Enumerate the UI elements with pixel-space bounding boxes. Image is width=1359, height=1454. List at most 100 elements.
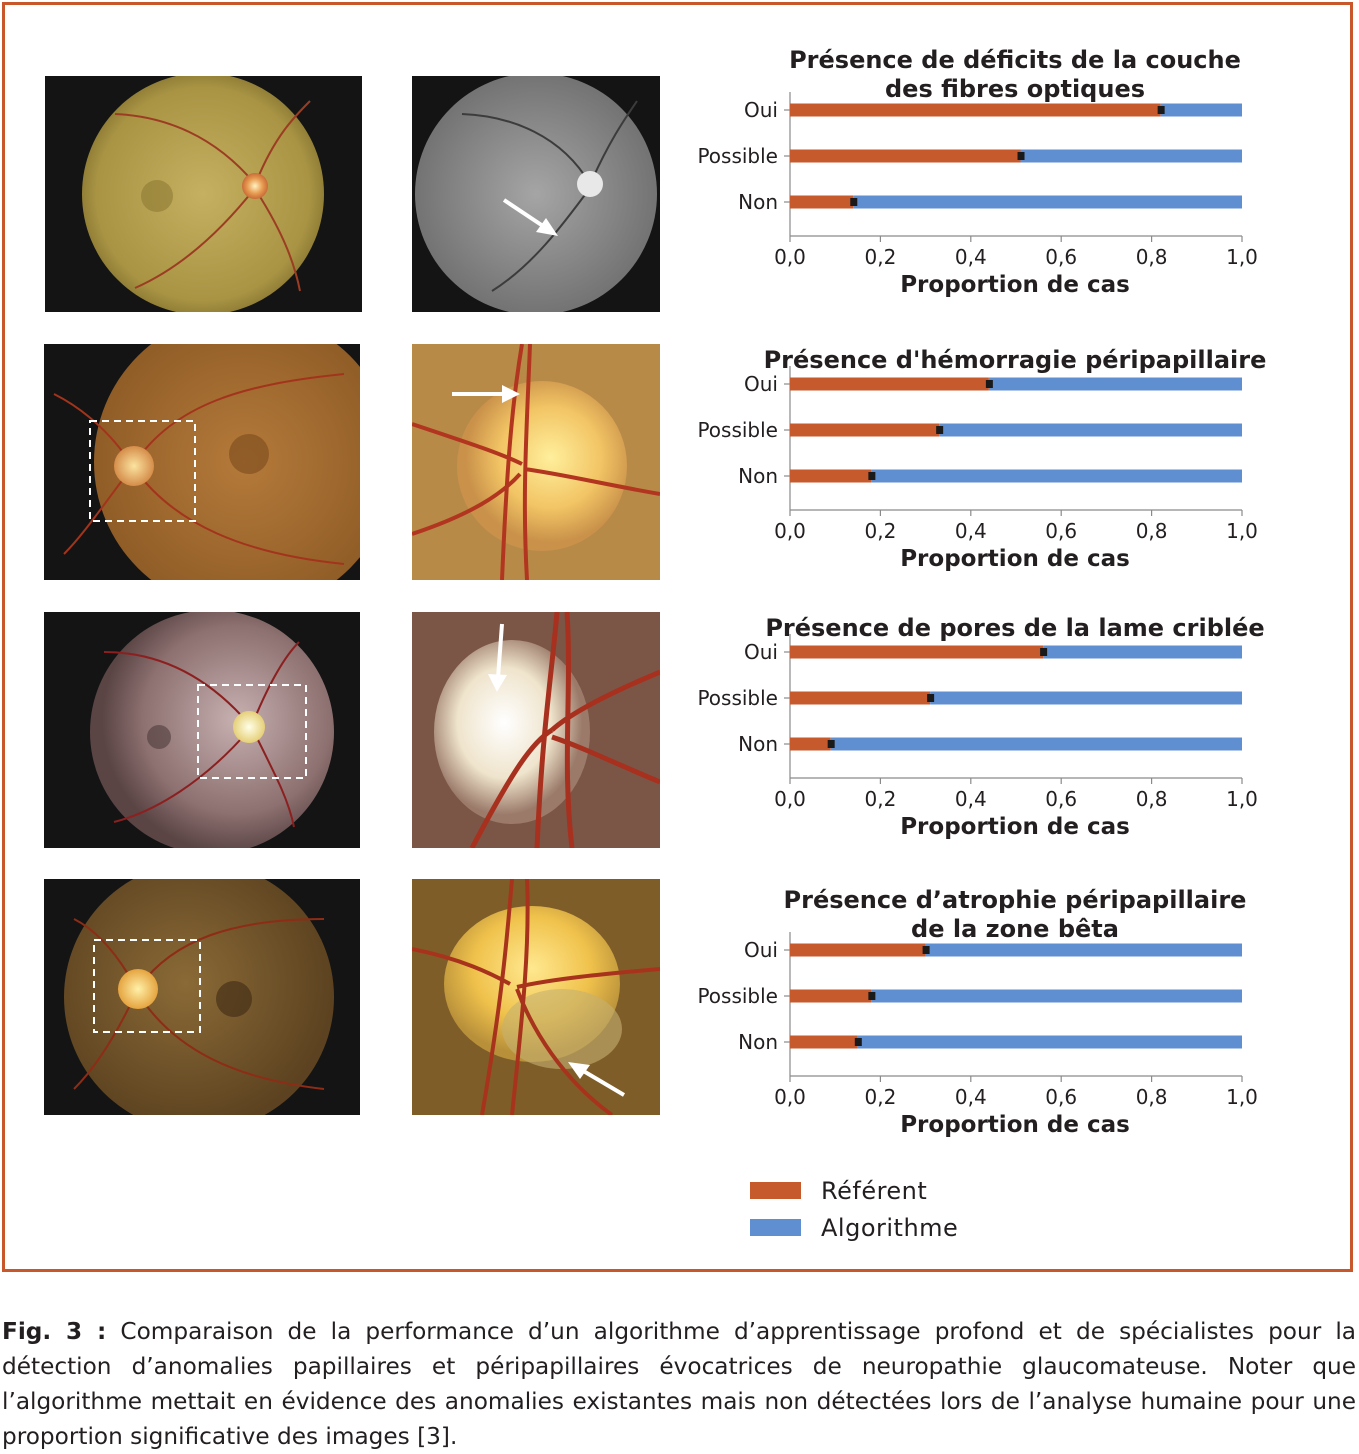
bar-algorithme xyxy=(1043,645,1242,659)
fundus-image xyxy=(90,612,334,848)
caption-text: Comparaison de la performance d’un algor… xyxy=(2,1318,1357,1450)
x-tick-label: 0,6 xyxy=(1045,519,1077,543)
error-bar xyxy=(850,198,858,206)
x-tick-label: 0,2 xyxy=(864,245,896,269)
legend-label-referent: Référent xyxy=(821,1176,928,1205)
bar-algorithme xyxy=(1160,103,1242,117)
y-tick-label: Non xyxy=(738,1030,778,1054)
bar-referent xyxy=(790,423,940,437)
x-tick-label: 0,6 xyxy=(1045,787,1077,811)
bar-referent xyxy=(790,943,926,957)
chart-3: Présence de pores de la lame criblée 0,0 0… xyxy=(660,608,1350,858)
fundus-photo-grayscale xyxy=(412,76,660,312)
bar-algorithme xyxy=(871,989,1242,1003)
bar-algorithme xyxy=(871,469,1242,483)
x-tick-label: 0,2 xyxy=(864,1085,896,1109)
arrow-icon xyxy=(502,198,558,236)
y-tick-label: Oui xyxy=(744,98,778,122)
x-tick-label: 0,2 xyxy=(864,519,896,543)
x-axis-label: Proportion de cas xyxy=(900,272,1130,298)
error-bar xyxy=(922,946,930,954)
chart-title: Présence d'hémorragie péripapillaire xyxy=(764,346,1267,374)
y-tick-label: Oui xyxy=(744,372,778,396)
x-tick-label: 1,0 xyxy=(1226,245,1258,269)
bar-referent xyxy=(790,691,931,705)
fundus-photo-dashed-box xyxy=(44,612,360,848)
chart-title: Présence d’atrophie péripapillaire xyxy=(784,886,1247,914)
y-tick-label: Oui xyxy=(744,640,778,664)
y-tick-label: Non xyxy=(738,464,778,488)
y-tick-label: Possible xyxy=(697,686,778,710)
error-bar xyxy=(936,426,944,434)
figure-frame xyxy=(2,2,1353,1272)
error-bar xyxy=(1157,106,1165,114)
x-axis-label: Proportion de cas xyxy=(900,814,1130,840)
y-tick-label: Possible xyxy=(697,418,778,442)
x-tick-label: 1,0 xyxy=(1226,787,1258,811)
bar-algorithme xyxy=(988,377,1242,391)
error-bar xyxy=(1017,152,1025,160)
optic-disc-image xyxy=(412,879,660,1115)
bar-algorithme xyxy=(857,1035,1242,1049)
x-tick-label: 0,2 xyxy=(864,787,896,811)
fundus-image xyxy=(82,76,324,312)
legend-label-algorithme: Algorithme xyxy=(821,1213,959,1242)
optic-disc-closeup xyxy=(412,879,660,1115)
error-bar xyxy=(927,694,935,702)
x-tick-label: 0,8 xyxy=(1136,1085,1168,1109)
bar-referent xyxy=(790,103,1161,117)
optic-disc-image xyxy=(412,344,660,580)
fundus-image xyxy=(44,344,360,580)
chart-1: Présence de déficits de la couche des fib… xyxy=(660,40,1350,320)
error-bar xyxy=(985,380,993,388)
figure-caption: Fig. 3 : Comparaison de la performance d… xyxy=(2,1314,1356,1454)
chart-4: Présence d’atrophie péripapillaire de la … xyxy=(660,880,1350,1160)
bar-algorithme xyxy=(930,691,1242,705)
fundus-image xyxy=(64,879,334,1115)
x-tick-label: 1,0 xyxy=(1226,1085,1258,1109)
fundus-photo-dashed-box xyxy=(44,344,360,580)
x-tick-label: 0,4 xyxy=(955,519,987,543)
bar-algorithme xyxy=(853,195,1242,209)
bar-algorithme xyxy=(1020,149,1242,163)
x-tick-label: 0,8 xyxy=(1136,245,1168,269)
arrow-icon xyxy=(488,623,507,692)
legend-item-algorithme: Algorithme xyxy=(750,1209,958,1246)
fundus-image xyxy=(415,76,657,312)
chart-title: de la zone bêta xyxy=(911,915,1119,943)
bar-referent xyxy=(790,469,872,483)
error-bar xyxy=(1040,648,1048,656)
chart-title: Présence de pores de la lame criblée xyxy=(765,614,1264,642)
bar-referent xyxy=(790,737,831,751)
bar-referent xyxy=(790,195,854,209)
legend-swatch-referent xyxy=(750,1182,801,1199)
x-tick-label: 0,8 xyxy=(1136,787,1168,811)
legend-swatch-algorithme xyxy=(750,1219,801,1236)
optic-disc-closeup xyxy=(412,344,660,580)
chart-title: Présence de déficits de la couche xyxy=(789,46,1241,74)
arrow-icon xyxy=(568,1062,626,1097)
chart-title: des fibres optiques xyxy=(885,75,1145,103)
x-tick-label: 0,0 xyxy=(774,245,806,269)
y-tick-label: Possible xyxy=(697,984,778,1008)
x-tick-label: 0,0 xyxy=(774,1085,806,1109)
fundus-photo-color xyxy=(45,76,362,312)
legend-item-referent: Référent xyxy=(750,1172,958,1209)
y-tick-label: Non xyxy=(738,732,778,756)
figure-label: Fig. 3 : xyxy=(2,1318,107,1345)
x-tick-label: 0,6 xyxy=(1045,1085,1077,1109)
x-tick-label: 0,0 xyxy=(774,787,806,811)
y-tick-label: Non xyxy=(738,190,778,214)
bar-referent xyxy=(790,989,872,1003)
bar-referent xyxy=(790,149,1021,163)
optic-disc-closeup xyxy=(412,612,660,848)
chart-2: Présence d'hémorragie péripapillaire 0,0 0… xyxy=(660,340,1350,590)
x-tick-label: 0,4 xyxy=(955,787,987,811)
x-tick-label: 0,4 xyxy=(955,1085,987,1109)
bar-algorithme xyxy=(939,423,1242,437)
arrow-icon xyxy=(452,385,520,403)
x-tick-label: 0,0 xyxy=(774,519,806,543)
bar-algorithme xyxy=(925,943,1242,957)
bar-referent xyxy=(790,377,989,391)
